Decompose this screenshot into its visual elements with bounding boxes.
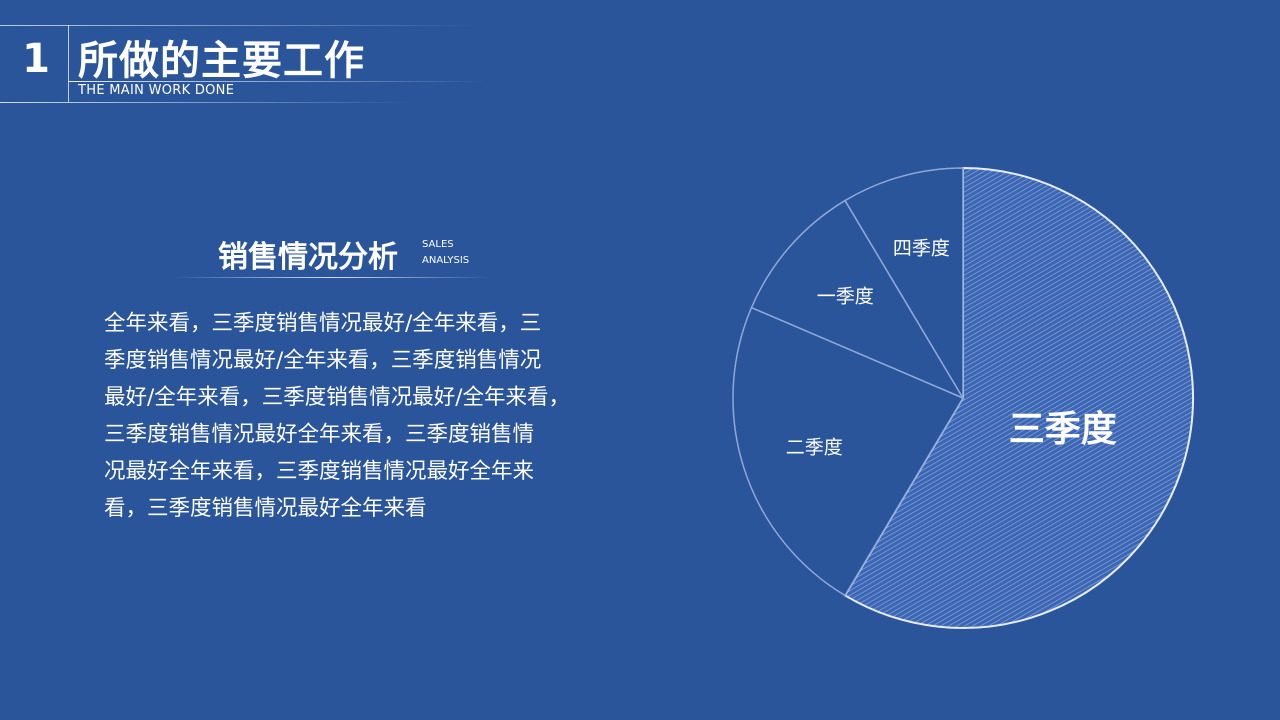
page-subtitle: THE MAIN WORK DONE	[78, 83, 235, 98]
pie-label-2: 二季度	[785, 436, 843, 459]
pie-slice-1	[843, 166, 1194, 629]
header-mid-line	[68, 81, 488, 82]
section-subtitle-line1: SALES	[422, 239, 454, 250]
header-top-line	[0, 25, 480, 26]
paragraph-line: 全年来看，三季度销售情况最好/全年来看，三	[104, 311, 542, 336]
paragraph-line: 季度销售情况最好/全年来看，三季度销售情况	[104, 348, 542, 373]
section-number: 1	[22, 36, 50, 82]
pie-label-1: 三季度	[1008, 408, 1117, 450]
pie-slice-2	[732, 306, 965, 597]
header-divider	[68, 25, 69, 102]
section-title: 销售情况分析	[218, 240, 398, 275]
paragraph-line: 况最好全年来看，三季度销售情况最好全年来	[104, 459, 535, 484]
section-underline	[172, 277, 492, 278]
header-bottom-line	[0, 102, 410, 103]
pie-label-4: 四季度	[892, 237, 950, 260]
paragraph-line: 三季度销售情况最好全年来看，三季度销售情	[104, 422, 535, 447]
paragraph-line: 看，三季度销售情况最好全年来看	[104, 496, 427, 521]
pie-slice-3	[750, 199, 965, 400]
pie-label-3: 一季度	[816, 285, 874, 308]
paragraph-line: 最好/全年来看，三季度销售情况最好/全年来看，	[104, 385, 570, 410]
description-paragraph: 全年来看，三季度销售情况最好/全年来看，三 季度销售情况最好/全年来看，三季度销…	[104, 305, 570, 527]
section-subtitle-line2: ANALYSIS	[422, 255, 470, 266]
pie-slice-4	[844, 167, 964, 401]
section-subtitle: SALES ANALYSIS	[422, 237, 469, 269]
page-title: 所做的主要工作	[78, 38, 365, 84]
